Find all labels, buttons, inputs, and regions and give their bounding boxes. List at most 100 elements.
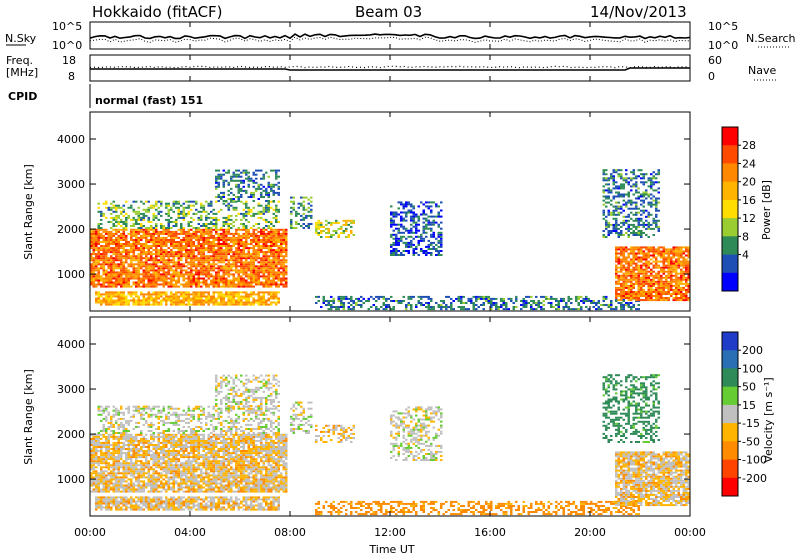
echo-cell	[200, 277, 203, 280]
echo-cell	[132, 218, 135, 221]
echo-cell	[625, 250, 628, 253]
echo-cell	[170, 273, 173, 276]
echo-cell	[212, 236, 215, 239]
echo-cell	[660, 246, 663, 249]
echo-cell	[407, 304, 410, 306]
echo-cell	[237, 196, 240, 198]
echo-cell	[642, 295, 645, 297]
echo-cell	[327, 308, 330, 311]
echo-cell	[247, 281, 250, 284]
echo-cell	[402, 235, 405, 238]
echo-cell	[432, 215, 435, 218]
echo-cell	[277, 210, 280, 213]
echo-cell	[622, 177, 625, 180]
echo-cell	[210, 247, 213, 250]
echo-cell	[467, 297, 470, 300]
echo-cell	[667, 254, 670, 257]
echo-cell	[602, 300, 605, 302]
echo-cell	[217, 291, 220, 294]
echo-cell	[210, 283, 213, 286]
echo-cell	[252, 185, 255, 188]
echo-cell	[277, 277, 280, 280]
echo-cell	[407, 302, 410, 304]
echo-cell	[115, 291, 118, 294]
echo-cell	[387, 304, 390, 306]
noise-search-label: N.Search	[746, 32, 796, 45]
echo-cell	[410, 229, 413, 232]
echo-cell	[642, 258, 645, 261]
echo-cell	[267, 230, 270, 233]
echo-cell	[205, 230, 208, 233]
echo-cell	[200, 261, 203, 264]
echo-cell	[615, 221, 618, 224]
echo-cell	[197, 210, 200, 213]
echo-cell	[687, 260, 690, 263]
echo-cell	[235, 265, 238, 268]
echo-cell	[222, 269, 225, 272]
echo-cell	[152, 271, 155, 274]
echo-cell	[160, 202, 163, 205]
echo-cell	[180, 291, 183, 294]
echo-cell	[642, 252, 645, 255]
echo-cell	[652, 278, 655, 281]
echo-cell	[227, 193, 230, 196]
echo-cell	[632, 306, 635, 308]
echo-cell	[265, 200, 268, 202]
echo-cell	[440, 243, 443, 246]
echo-cell	[192, 281, 195, 284]
echo-cell	[280, 255, 283, 258]
echo-cell	[655, 201, 658, 204]
echo-cell	[635, 213, 638, 216]
echo-cell	[180, 259, 183, 262]
echo-cell	[402, 241, 405, 244]
echo-cell	[185, 297, 188, 300]
echo-cell	[157, 239, 160, 241]
echo-cell	[632, 284, 635, 287]
echo-cell	[237, 191, 240, 194]
echo-cell	[162, 236, 165, 239]
echo-cell	[635, 248, 638, 251]
echo-cell	[620, 211, 623, 214]
echo-cell	[215, 249, 218, 252]
echo-cell	[172, 299, 175, 302]
echo-cell	[662, 248, 665, 251]
echo-cell	[465, 308, 468, 311]
echo-cell	[107, 236, 110, 239]
echo-cell	[147, 285, 150, 288]
echo-cell	[320, 232, 323, 234]
echo-cell	[162, 257, 165, 260]
echo-cell	[675, 252, 678, 255]
echo-cell	[100, 295, 103, 298]
echo-cell	[140, 279, 143, 282]
echo-cell	[427, 308, 430, 311]
echo-cell	[602, 213, 605, 216]
echo-cell	[175, 241, 178, 243]
echo-cell	[277, 247, 280, 250]
echo-cell	[420, 295, 423, 298]
echo-cell	[120, 273, 123, 276]
echo-cell	[255, 181, 258, 184]
echo-cell	[677, 258, 680, 261]
echo-cell	[235, 263, 238, 266]
echo-cell	[152, 243, 155, 245]
echo-cell	[115, 303, 118, 306]
echo-cell	[242, 225, 245, 227]
echo-cell	[635, 256, 638, 259]
echo-cell	[250, 191, 253, 194]
echo-cell	[660, 274, 663, 277]
echo-cell	[652, 270, 655, 273]
echo-cell	[187, 273, 190, 276]
echo-cell	[137, 227, 140, 229]
echo-cell	[285, 230, 288, 233]
echo-cell	[112, 301, 115, 304]
echo-cell	[337, 234, 340, 236]
echo-cell	[185, 285, 188, 288]
echo-cell	[635, 219, 638, 222]
echo-cell	[627, 260, 630, 263]
echo-cell	[617, 252, 620, 255]
echo-cell	[207, 251, 210, 254]
echo-cell	[637, 256, 640, 259]
echo-cell	[652, 203, 655, 206]
echo-cell	[202, 277, 205, 280]
